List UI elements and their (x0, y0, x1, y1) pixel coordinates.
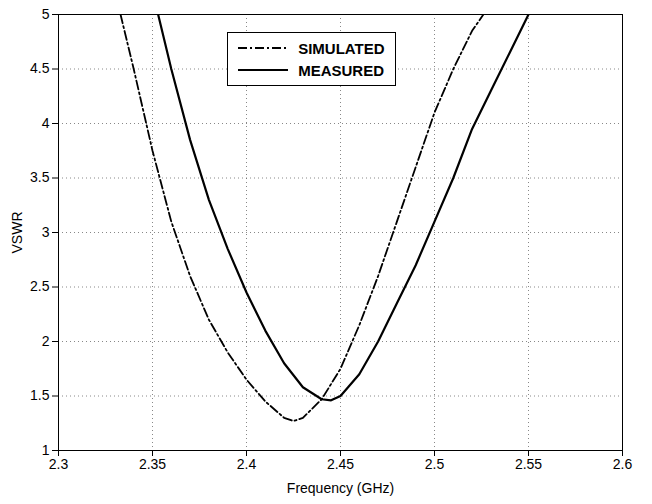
svg-text:4: 4 (42, 115, 50, 131)
svg-text:2.5: 2.5 (30, 278, 50, 294)
svg-text:1.5: 1.5 (30, 387, 50, 403)
svg-text:3.5: 3.5 (30, 169, 50, 185)
svg-text:2.35: 2.35 (139, 456, 166, 472)
html-text:SIMULATED: SIMULATED (298, 39, 385, 57)
svg-text:4.5: 4.5 (30, 60, 50, 76)
svg-text:3: 3 (42, 224, 50, 240)
svg-text:2.3: 2.3 (49, 456, 69, 472)
svg-text:1: 1 (41, 442, 50, 458)
svg-text:2.5: 2.5 (425, 456, 445, 472)
html-text:MEASURED: MEASURED (298, 61, 384, 79)
svg-text:2.45: 2.45 (327, 456, 354, 472)
svg-text:2: 2 (42, 333, 50, 349)
svg-text:2.4: 2.4 (237, 456, 257, 472)
svg-text:2.55: 2.55 (515, 456, 542, 472)
svg-text:VSWR: VSWR (9, 212, 25, 254)
svg-text:5: 5 (42, 6, 50, 22)
svg-text:2.6: 2.6 (613, 456, 633, 472)
svg-text:Frequency (GHz): Frequency (GHz) (287, 480, 394, 496)
